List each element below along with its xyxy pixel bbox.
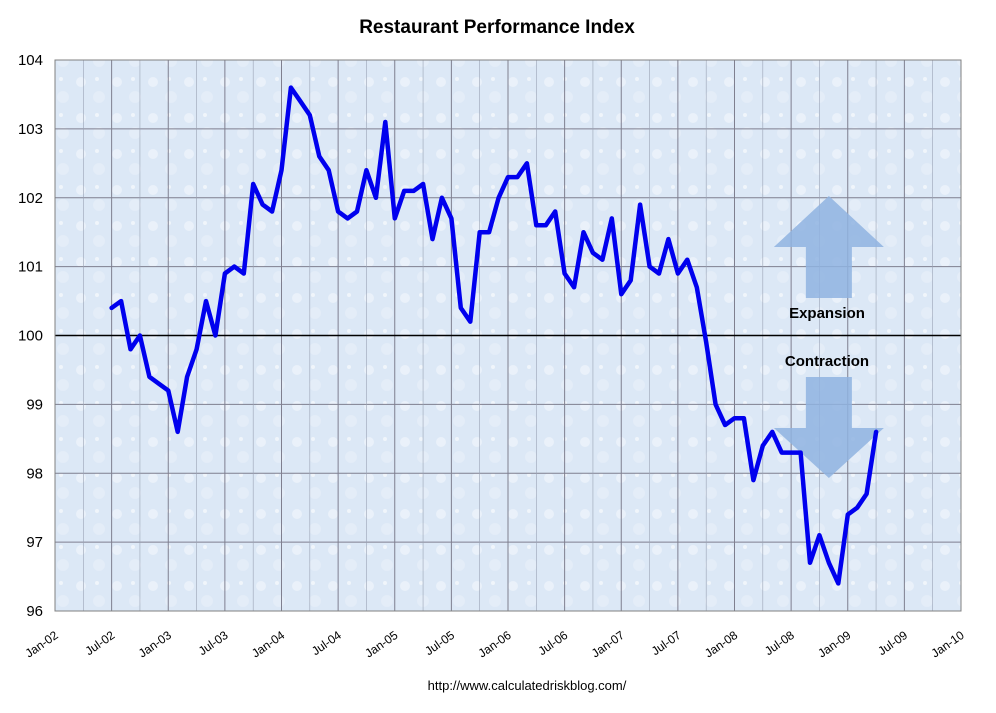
expansion-arrow [773, 196, 884, 298]
source-url: http://www.calculatedriskblog.com/ [428, 678, 627, 693]
y-tick-label: 96 [26, 603, 43, 620]
chart-title: Restaurant Performance Index [359, 17, 635, 38]
y-tick-label: 99 [26, 396, 43, 413]
y-tick-label: 97 [26, 534, 43, 551]
y-tick-label: 102 [18, 190, 43, 207]
expansion-label: Expansion [789, 305, 865, 322]
rpi-series-line [109, 85, 879, 586]
y-tick-label: 104 [18, 52, 43, 69]
contraction-label: Contraction [785, 353, 869, 370]
y-tick-label: 101 [18, 259, 43, 276]
y-tick-label: 98 [26, 465, 43, 482]
y-tick-label: 100 [18, 328, 43, 345]
y-tick-label: 103 [18, 121, 43, 138]
